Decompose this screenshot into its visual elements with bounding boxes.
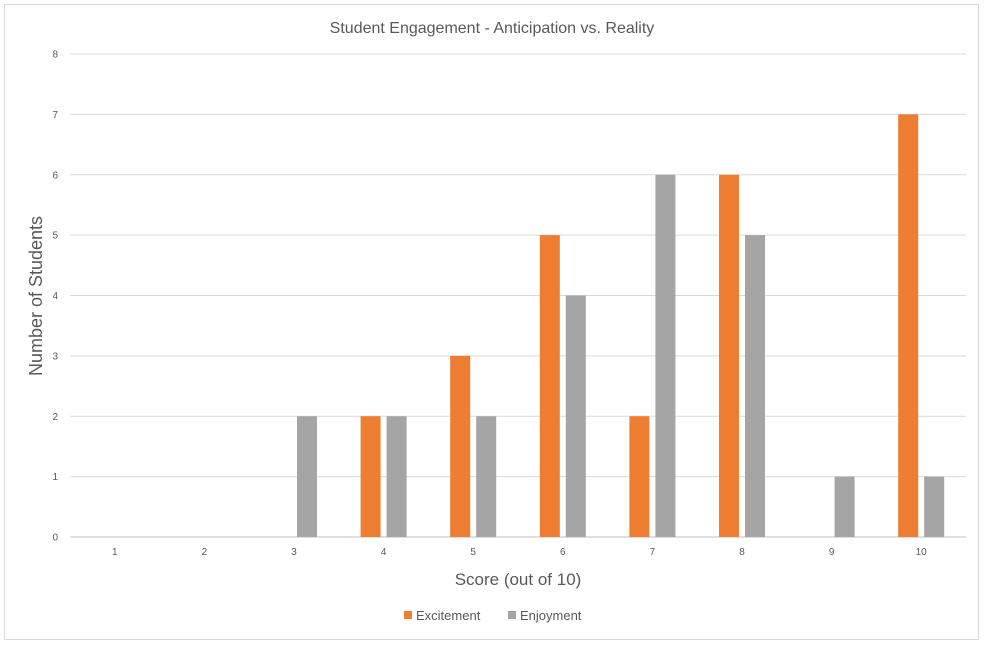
- y-tick-label: 1: [52, 472, 58, 483]
- bar-excitement-7: [629, 416, 650, 537]
- x-axis-title: Score (out of 10): [455, 570, 582, 589]
- y-tick-label: 4: [52, 291, 58, 302]
- bar-enjoyment-7: [655, 174, 676, 537]
- y-tick-labels: 0 1 2 3 4 5 6 7 8: [52, 50, 58, 544]
- bars: [297, 114, 945, 537]
- bar-enjoyment-3: [297, 416, 317, 537]
- y-tick-label: 3: [52, 351, 58, 362]
- y-tick-label: 7: [52, 110, 58, 121]
- x-tick-label: 4: [381, 547, 387, 558]
- legend-swatch-excitement: [404, 611, 412, 619]
- bar-excitement-6: [539, 235, 560, 537]
- x-tick-label: 10: [916, 547, 928, 558]
- x-tick-label: 8: [739, 547, 745, 558]
- y-tick-label: 6: [52, 170, 58, 181]
- x-tick-label: 1: [112, 547, 118, 558]
- x-tick-label: 6: [560, 547, 566, 558]
- legend-label-enjoyment: Enjoyment: [520, 608, 582, 623]
- bar-enjoyment-9: [834, 476, 855, 537]
- y-tick-label: 8: [52, 50, 58, 61]
- bar-excitement-5: [450, 355, 471, 537]
- bar-excitement-10: [898, 114, 919, 537]
- legend-swatch-enjoyment: [508, 611, 516, 619]
- legend-label-excitement: Excitement: [416, 608, 481, 623]
- bar-enjoyment-4: [386, 416, 407, 537]
- x-tick-label: 3: [291, 547, 297, 558]
- y-tick-label: 2: [52, 412, 58, 423]
- chart-title: Student Engagement - Anticipation vs. Re…: [330, 20, 655, 37]
- x-tick-label: 2: [202, 547, 208, 558]
- bar-excitement-4: [360, 416, 381, 537]
- gridlines: [70, 53, 966, 538]
- y-tick-label: 5: [52, 231, 58, 242]
- y-axis-title: Number of Students: [26, 216, 46, 376]
- y-tick-label: 0: [52, 533, 58, 544]
- x-tick-label: 7: [650, 547, 656, 558]
- bar-excitement-8: [719, 174, 739, 537]
- legend: Excitement Enjoyment: [404, 608, 582, 623]
- x-tick-labels: 1 2 3 4 5 6 7 8 9 10: [112, 547, 927, 558]
- bar-enjoyment-10: [924, 476, 945, 537]
- x-tick-label: 5: [470, 547, 476, 558]
- bar-enjoyment-6: [565, 295, 586, 537]
- bar-enjoyment-5: [476, 416, 497, 537]
- bar-enjoyment-8: [745, 235, 765, 537]
- x-tick-label: 9: [829, 547, 835, 558]
